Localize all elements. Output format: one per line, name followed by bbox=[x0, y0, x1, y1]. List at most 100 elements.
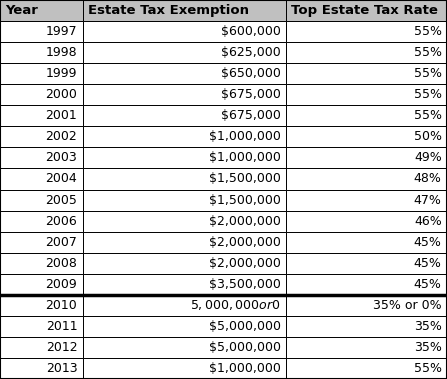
Bar bbox=[83, 168, 286, 190]
Bar bbox=[0, 42, 83, 63]
Text: Top Estate Tax Rate: Top Estate Tax Rate bbox=[291, 4, 439, 17]
Text: 2001: 2001 bbox=[46, 109, 77, 122]
Bar bbox=[83, 232, 286, 253]
Bar bbox=[286, 147, 447, 168]
Text: 2004: 2004 bbox=[46, 172, 77, 185]
Bar bbox=[83, 211, 286, 232]
Text: 1999: 1999 bbox=[46, 67, 77, 80]
Text: 2005: 2005 bbox=[46, 194, 77, 207]
Bar bbox=[0, 190, 83, 211]
Bar bbox=[83, 274, 286, 295]
Bar bbox=[0, 337, 83, 358]
Text: 2010: 2010 bbox=[46, 299, 77, 312]
Bar bbox=[286, 190, 447, 211]
Text: $1,000,000: $1,000,000 bbox=[209, 130, 281, 143]
Bar bbox=[83, 0, 286, 21]
Text: 2003: 2003 bbox=[46, 152, 77, 164]
Bar bbox=[83, 126, 286, 147]
Bar bbox=[286, 84, 447, 105]
Text: 50%: 50% bbox=[413, 130, 442, 143]
Text: Estate Tax Exemption: Estate Tax Exemption bbox=[88, 4, 249, 17]
Text: 45%: 45% bbox=[414, 278, 442, 291]
Text: $650,000: $650,000 bbox=[221, 67, 281, 80]
Bar bbox=[83, 105, 286, 126]
Bar bbox=[0, 295, 83, 316]
Bar bbox=[286, 105, 447, 126]
Text: 2013: 2013 bbox=[46, 362, 77, 375]
Text: $1,000,000: $1,000,000 bbox=[209, 362, 281, 375]
Text: $675,000: $675,000 bbox=[221, 88, 281, 101]
Bar bbox=[286, 337, 447, 358]
Bar bbox=[83, 295, 286, 316]
Bar bbox=[286, 232, 447, 253]
Bar bbox=[0, 232, 83, 253]
Text: 45%: 45% bbox=[414, 257, 442, 270]
Bar bbox=[286, 63, 447, 84]
Text: 55%: 55% bbox=[413, 46, 442, 59]
Text: 2012: 2012 bbox=[46, 341, 77, 354]
Text: 2006: 2006 bbox=[46, 215, 77, 227]
Bar bbox=[286, 274, 447, 295]
Bar bbox=[83, 337, 286, 358]
Bar bbox=[0, 168, 83, 190]
Bar bbox=[83, 358, 286, 379]
Bar bbox=[83, 190, 286, 211]
Text: 2002: 2002 bbox=[46, 130, 77, 143]
Text: $3,500,000: $3,500,000 bbox=[209, 278, 281, 291]
Text: 2000: 2000 bbox=[46, 88, 77, 101]
Bar bbox=[0, 211, 83, 232]
Text: $2,000,000: $2,000,000 bbox=[209, 257, 281, 270]
Bar bbox=[286, 126, 447, 147]
Text: 35%: 35% bbox=[414, 320, 442, 333]
Bar bbox=[0, 63, 83, 84]
Text: 2008: 2008 bbox=[46, 257, 77, 270]
Text: $1,000,000: $1,000,000 bbox=[209, 152, 281, 164]
Text: 55%: 55% bbox=[413, 88, 442, 101]
Bar bbox=[83, 147, 286, 168]
Text: 55%: 55% bbox=[413, 67, 442, 80]
Bar bbox=[0, 126, 83, 147]
Bar bbox=[286, 21, 447, 42]
Bar bbox=[0, 358, 83, 379]
Bar bbox=[286, 42, 447, 63]
Text: $2,000,000: $2,000,000 bbox=[209, 236, 281, 249]
Bar bbox=[83, 63, 286, 84]
Bar bbox=[83, 253, 286, 274]
Bar bbox=[0, 147, 83, 168]
Text: $5,000,000: $5,000,000 bbox=[209, 320, 281, 333]
Text: $1,500,000: $1,500,000 bbox=[209, 194, 281, 207]
Bar bbox=[83, 84, 286, 105]
Text: 49%: 49% bbox=[414, 152, 442, 164]
Bar bbox=[0, 0, 83, 21]
Text: 2009: 2009 bbox=[46, 278, 77, 291]
Bar bbox=[0, 84, 83, 105]
Bar bbox=[0, 316, 83, 337]
Text: 2007: 2007 bbox=[46, 236, 77, 249]
Text: 45%: 45% bbox=[414, 236, 442, 249]
Text: $600,000: $600,000 bbox=[221, 25, 281, 38]
Text: 1998: 1998 bbox=[46, 46, 77, 59]
Bar bbox=[0, 274, 83, 295]
Bar bbox=[83, 21, 286, 42]
Text: 55%: 55% bbox=[413, 362, 442, 375]
Bar bbox=[286, 295, 447, 316]
Text: $625,000: $625,000 bbox=[221, 46, 281, 59]
Text: $2,000,000: $2,000,000 bbox=[209, 215, 281, 227]
Text: $5,000,000 or $0: $5,000,000 or $0 bbox=[190, 298, 281, 312]
Bar bbox=[0, 105, 83, 126]
Bar bbox=[83, 316, 286, 337]
Text: 1997: 1997 bbox=[46, 25, 77, 38]
Text: 55%: 55% bbox=[413, 109, 442, 122]
Text: Year: Year bbox=[5, 4, 38, 17]
Bar bbox=[286, 253, 447, 274]
Bar bbox=[286, 358, 447, 379]
Text: 47%: 47% bbox=[414, 194, 442, 207]
Text: 48%: 48% bbox=[414, 172, 442, 185]
Bar bbox=[286, 0, 447, 21]
Text: 35% or 0%: 35% or 0% bbox=[373, 299, 442, 312]
Bar bbox=[286, 168, 447, 190]
Bar bbox=[0, 253, 83, 274]
Text: 55%: 55% bbox=[413, 25, 442, 38]
Bar bbox=[0, 21, 83, 42]
Bar bbox=[286, 316, 447, 337]
